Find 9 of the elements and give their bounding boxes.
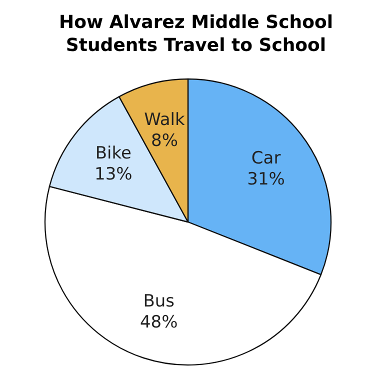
chart-title: How Alvarez Middle School Students Travel to School bbox=[59, 12, 333, 56]
slice-label: Bus bbox=[143, 291, 175, 312]
slice-label: Walk bbox=[144, 110, 186, 130]
data-label: 48% bbox=[140, 312, 178, 332]
data-label: 8% bbox=[151, 131, 178, 152]
data-label: 31% bbox=[247, 169, 285, 190]
slice-label: Bike bbox=[95, 144, 132, 164]
slice-label: Car bbox=[251, 148, 281, 168]
data-label: 13% bbox=[94, 164, 132, 185]
